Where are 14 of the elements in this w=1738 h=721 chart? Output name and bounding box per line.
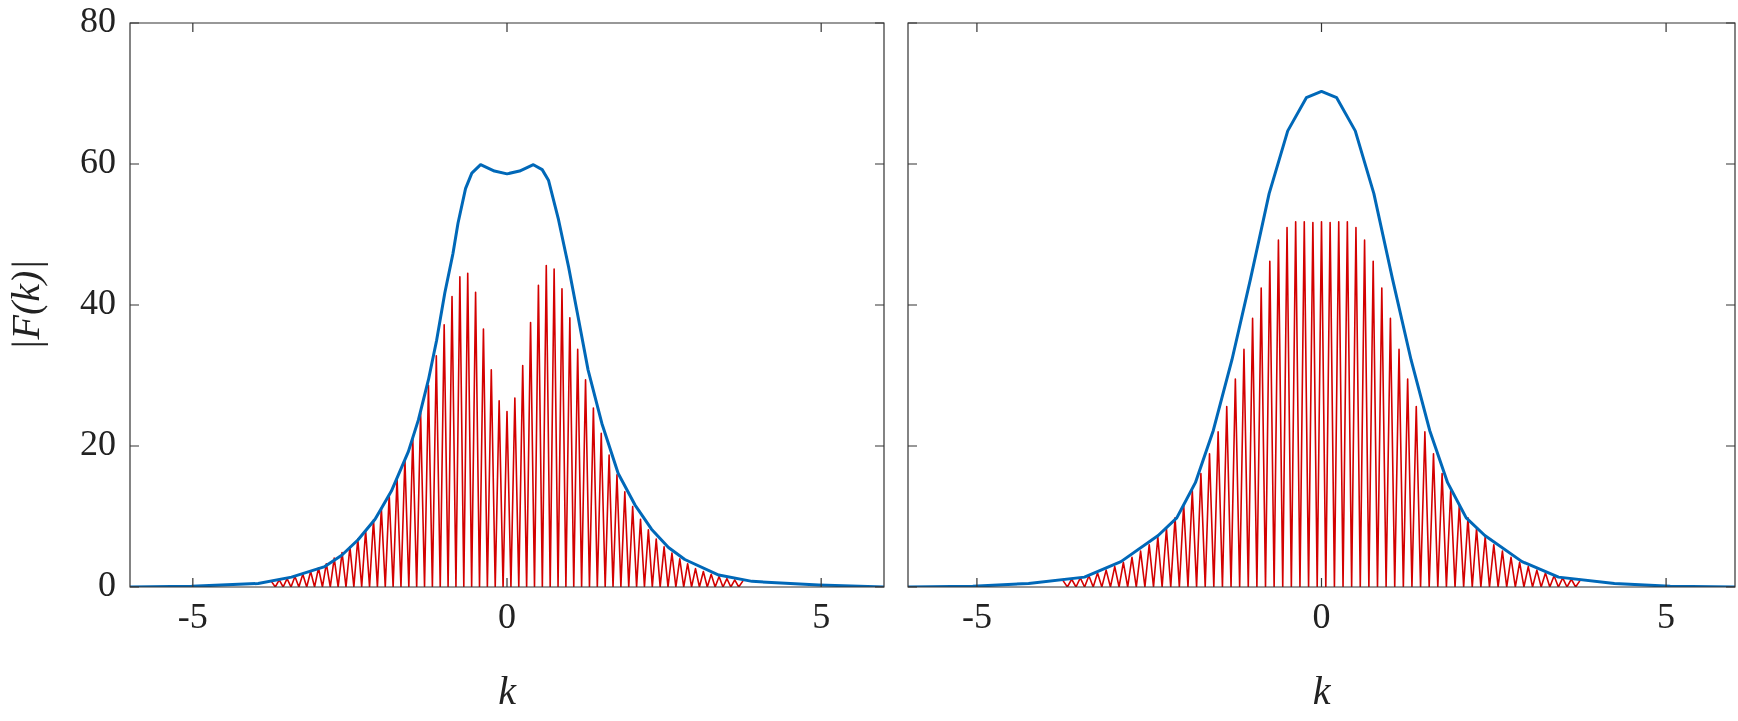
y-tick-label: 20: [80, 423, 116, 464]
x-tick-label: 0: [1312, 596, 1331, 637]
x-tick-label: -5: [961, 596, 992, 637]
x-tick-label: -5: [177, 596, 208, 637]
y-tick-label: 40: [80, 282, 116, 323]
y-tick-label: 60: [80, 141, 116, 182]
x-tick-label: 5: [812, 596, 831, 637]
x-tick-label: 0: [498, 596, 516, 637]
y-axis-title: |F(k)|: [2, 259, 48, 351]
x-tick-label: 5: [1657, 596, 1676, 637]
x-axis-title: k: [498, 667, 518, 713]
y-tick-label: 0: [98, 564, 116, 605]
y-tick-label: 80: [80, 0, 116, 41]
x-axis-title: k: [1312, 667, 1332, 713]
